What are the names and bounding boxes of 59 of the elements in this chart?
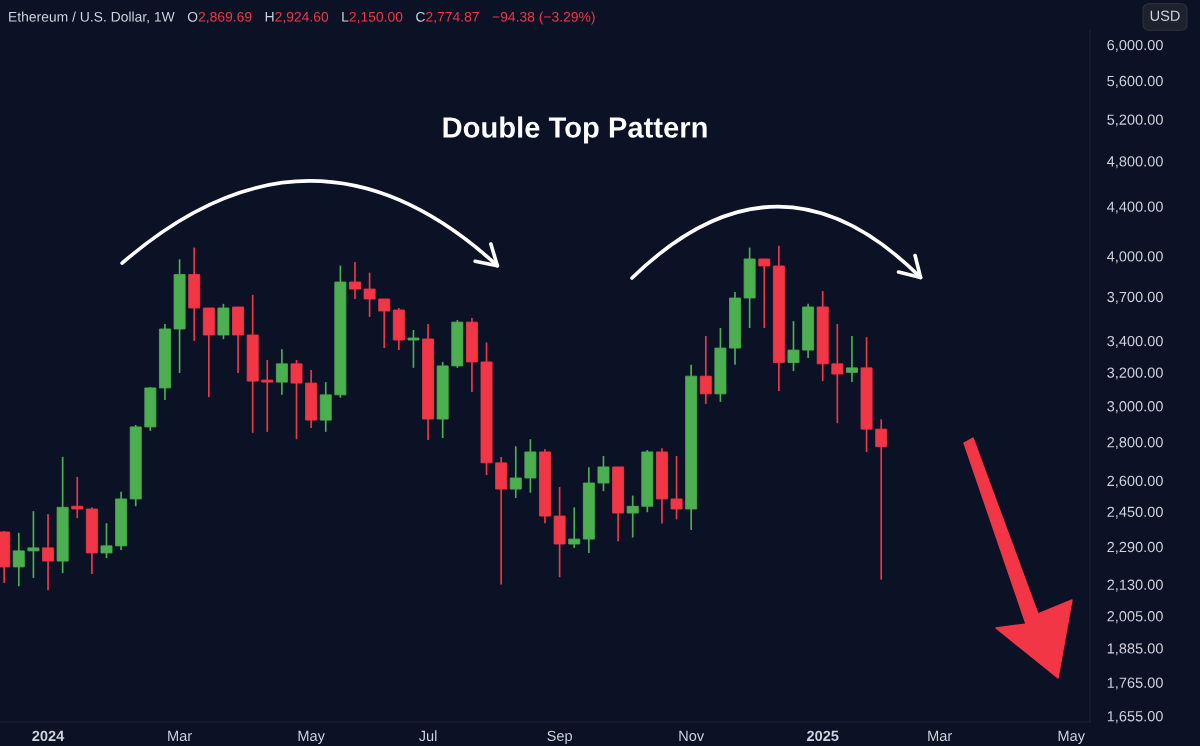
text: L2,150.00 xyxy=(342,11,403,24)
y-tick-label: 4,400.00 xyxy=(1107,201,1163,214)
candlestick xyxy=(290,359,303,441)
candlestick xyxy=(71,476,84,520)
candlestick xyxy=(378,298,391,349)
candlestick xyxy=(875,418,888,581)
x-tick-label: May xyxy=(298,730,325,744)
candlestick xyxy=(509,445,522,499)
y-tick-label: 3,400.00 xyxy=(1107,335,1163,348)
y-tick-label: 2,800.00 xyxy=(1107,437,1163,450)
y-tick-label: 1,655.00 xyxy=(1107,711,1163,724)
y-tick-label: 5,600.00 xyxy=(1107,75,1163,88)
chart-subtitle: Ethereum / U.S. Dollar, 1W xyxy=(9,11,175,24)
candlestick xyxy=(261,359,274,433)
x-tick-label: Nov xyxy=(679,730,705,742)
y-tick-label: 3,000.00 xyxy=(1107,401,1163,414)
y-tick-label: 2,450.00 xyxy=(1107,506,1163,519)
candlestick xyxy=(275,348,288,396)
x-tick-label: 2024 xyxy=(32,730,65,742)
y-tick-label: 1,885.00 xyxy=(1107,643,1163,656)
y-tick-label: 1,765.00 xyxy=(1107,677,1163,690)
y-tick-label: 6,000.00 xyxy=(1107,39,1163,52)
text: Double Top Pattern xyxy=(443,116,707,144)
candlestick xyxy=(699,335,712,405)
candlestick xyxy=(670,455,683,521)
y-tick-label: 3,200.00 xyxy=(1107,367,1163,380)
y-tick-label: 4,000.00 xyxy=(1107,251,1163,264)
candlestick xyxy=(787,320,800,372)
x-tick-label: May xyxy=(1058,730,1085,744)
candlestick xyxy=(597,455,610,492)
y-tick-label: 2,130.00 xyxy=(1107,579,1163,592)
y-tick-label: 2,290.00 xyxy=(1107,541,1163,554)
candlestick xyxy=(407,329,420,369)
x-tick-label: Mar xyxy=(928,730,952,742)
text: O2,869.69 xyxy=(187,11,252,24)
text: H2,924.60 xyxy=(265,11,329,24)
x-tick-label: Sep xyxy=(547,730,572,744)
x-tick-label: Mar xyxy=(168,730,192,742)
y-tick-label: 5,200.00 xyxy=(1107,114,1163,127)
candlestick xyxy=(363,271,376,318)
x-tick-label: Jul xyxy=(418,730,437,742)
text: −94.38 (−3.29%) xyxy=(492,11,595,25)
candlestick xyxy=(12,531,25,588)
y-axis-title: USD xyxy=(1150,10,1180,21)
y-tick-label: 2,005.00 xyxy=(1107,611,1163,624)
text: C2,774.87 xyxy=(416,11,479,24)
candlestick xyxy=(758,258,771,329)
candlestick xyxy=(100,522,113,559)
candlestick xyxy=(42,513,54,591)
y-tick-label: 3,700.00 xyxy=(1107,291,1163,304)
candlestick xyxy=(831,323,844,424)
candlestick xyxy=(626,494,639,539)
candlestick xyxy=(27,510,40,579)
x-tick-label: 2025 xyxy=(807,730,839,742)
y-tick-label: 4,800.00 xyxy=(1107,156,1163,169)
candlestick xyxy=(846,335,858,383)
candlestick xyxy=(349,261,361,300)
y-tick-label: 2,600.00 xyxy=(1107,475,1163,488)
candlestick xyxy=(568,506,581,549)
